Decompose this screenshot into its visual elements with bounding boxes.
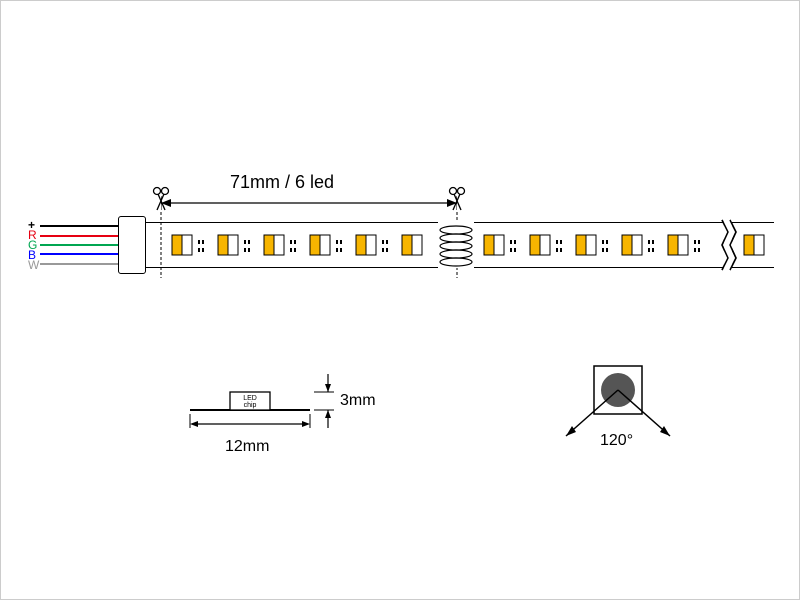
frame-border	[0, 0, 800, 600]
profile-height-label: 3mm	[340, 392, 376, 410]
svg-text:chip: chip	[244, 402, 257, 409]
segment-arrow	[161, 196, 457, 210]
svg-text:LED: LED	[243, 395, 257, 402]
led-chips	[146, 222, 774, 268]
profile-width-label: 12mm	[225, 438, 269, 456]
segment-label: 71mm / 6 led	[230, 172, 334, 193]
wire-label-w: W	[28, 258, 39, 272]
strip-connector	[118, 216, 146, 274]
beam-angle-label: 120°	[600, 432, 633, 450]
wires	[40, 222, 130, 272]
profile-diagram: LED chip	[180, 370, 380, 460]
